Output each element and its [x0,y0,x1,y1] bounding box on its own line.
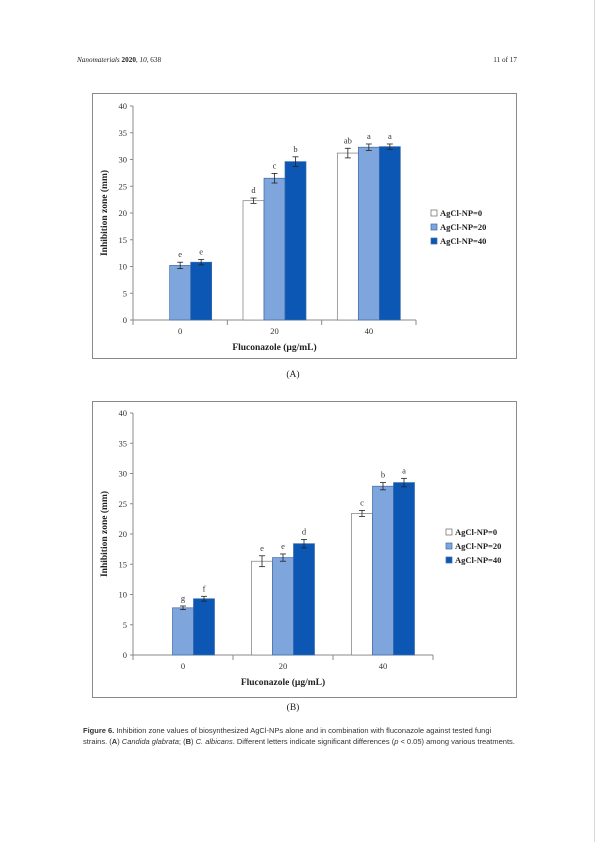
x-tick-label: 40 [379,661,388,671]
legend-swatch [430,209,438,217]
significance-letter: a [367,131,371,141]
significance-letter: c [273,160,277,170]
legend-swatch [445,528,453,536]
bar [190,261,213,321]
legend-label: AgCl-NP=20 [455,541,501,551]
y-tick-label: 0 [123,315,127,325]
x-axis-title: Fluconazole (µg/mL) [232,342,316,353]
chart-b-svg: 0 5 10 15 20 25 30 35 40 0 20 40 e c g e b f d a Fluconazole… [99,408,501,688]
x-axis-title: Fluconazole (µg/mL) [241,677,325,688]
x-tick-label: 0 [178,326,182,336]
y-tick-label: 15 [119,559,128,569]
significance-letter: e [281,541,285,551]
y-tick-label: 35 [119,438,128,448]
significance-letter: a [388,131,392,141]
y-axis-title: Inhibition zone (mm) [99,491,110,577]
panel-label-b: (B) [286,703,300,713]
y-tick-label: 25 [119,181,128,191]
significance-letter: d [251,185,256,195]
significance-letter: b [293,144,297,154]
bar [263,177,286,321]
bar [272,557,294,656]
x-tick-label: 40 [365,326,374,336]
running-header: Nanomaterials 2020, 10, 638 [77,56,162,64]
page-number: 11 of 17 [493,56,517,64]
x-tick-label: 0 [181,661,185,671]
y-tick-label: 20 [119,208,128,218]
legend-label: AgCl-NP=20 [440,222,486,232]
legend-swatch [430,237,438,245]
journal-volume: 10 [139,56,147,64]
journal-year: 2020 [121,56,136,64]
bar [251,560,273,656]
bar [193,598,215,656]
article-number: 638 [150,56,162,64]
significance-letter: a [402,465,406,475]
y-tick-label: 20 [119,529,128,539]
y-tick-label: 10 [119,590,128,600]
significance-letter: e [178,249,182,259]
significance-letter: b [381,470,385,480]
significance-letter: e [199,247,203,257]
bar [357,146,380,321]
y-tick-label: 30 [119,469,128,479]
y-tick-label: 0 [123,650,127,660]
bar [351,513,373,656]
bar [169,265,192,321]
bar [393,482,415,656]
significance-letter: f [203,583,206,593]
legend-label: AgCl-NP=0 [440,208,482,218]
bar [242,200,265,321]
chart-b: 0 5 10 15 20 25 30 35 40 0 20 40 e c g e b f d a Fluconazole… [92,401,517,698]
y-tick-label: 15 [119,235,128,245]
caption-label: Figure 6. [83,726,115,735]
significance-letter: g [181,593,186,603]
journal-name: Nanomaterials [77,56,120,64]
legend-swatch [430,223,438,231]
significance-letter: d [302,526,307,536]
bar [336,152,359,321]
y-tick-label: 30 [119,155,128,165]
bar [284,161,307,321]
legend-swatch [445,542,453,550]
legend-label: AgCl-NP=0 [455,527,497,537]
significance-letter: c [360,497,364,507]
bar [172,607,194,656]
y-tick-label: 5 [123,620,127,630]
chart-a-svg: 0 5 10 15 20 25 30 35 40 0 20 40 d ab e c a e b a Fluconazol… [99,101,486,353]
y-tick-label: 35 [119,128,128,138]
bar [293,543,315,656]
y-tick-label: 10 [119,262,128,272]
bar [372,485,394,656]
y-tick-label: 5 [123,288,127,298]
y-tick-label: 40 [119,408,128,418]
x-tick-label: 20 [279,661,288,671]
bar [378,146,401,321]
chart-a: 0 5 10 15 20 25 30 35 40 0 20 40 d ab e c a e b a Fluconazol… [92,93,517,359]
x-tick-label: 20 [270,326,279,336]
legend-label: AgCl-NP=40 [455,555,501,565]
figure-caption: Figure 6. Inhibition zone values of bios… [83,726,515,747]
legend-label: AgCl-NP=40 [440,236,486,246]
y-tick-label: 25 [119,499,128,509]
panel-label-a: (A) [286,370,300,380]
legend-swatch [445,556,453,564]
y-tick-label: 40 [119,101,128,111]
significance-letter: ab [344,135,352,145]
significance-letter: e [260,543,264,553]
y-axis-title: Inhibition zone (mm) [99,170,110,256]
